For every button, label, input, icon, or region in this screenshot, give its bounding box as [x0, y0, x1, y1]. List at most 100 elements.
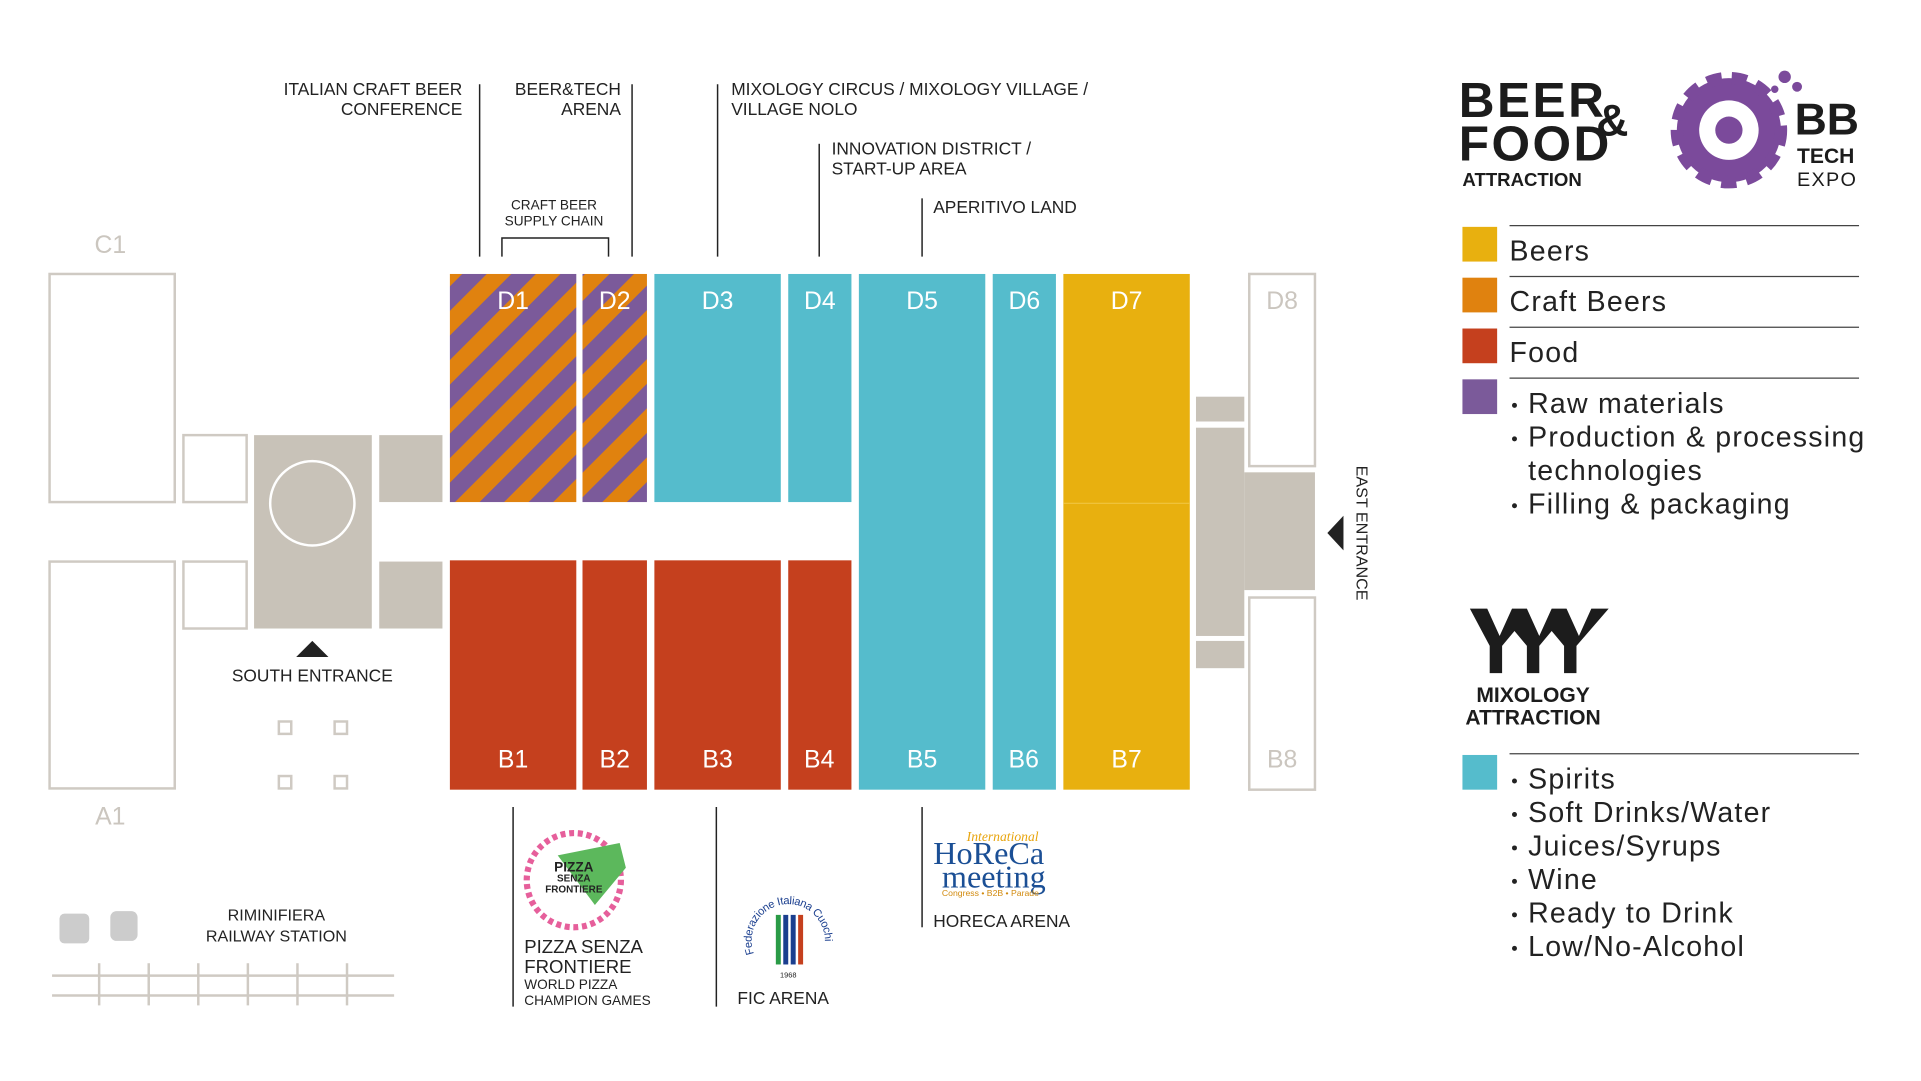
legend-label: Craft Beers: [1510, 286, 1668, 318]
hall: [449, 560, 577, 790]
east-hall: [1195, 396, 1245, 422]
annotation: CONFERENCE: [341, 99, 462, 119]
legend-item: Juices/Syrups: [1528, 830, 1721, 862]
annotation: BEER&TECH: [515, 79, 621, 99]
annotation: FIC ARENA: [737, 988, 829, 1008]
marker: [333, 720, 349, 736]
hall-label: B3: [702, 747, 732, 774]
hall-label: B1: [498, 747, 528, 774]
bullet: [1512, 503, 1517, 509]
connector: [379, 435, 443, 503]
pizza-logo-ring: [523, 829, 625, 931]
hall-label: D6: [1008, 288, 1040, 315]
annotation: ARENA: [561, 99, 621, 119]
entrance-arrow: [1327, 515, 1344, 551]
station-label: RAILWAY STATION: [206, 927, 347, 945]
hall: [582, 273, 647, 503]
bullet: [1512, 778, 1517, 784]
bullet: [1512, 436, 1517, 442]
horeca-logo-text: HoReCa: [933, 835, 1044, 871]
legend-swatch: [1462, 328, 1498, 364]
fic-stripe: [783, 914, 789, 965]
horeca-logo-text: meeting: [942, 859, 1046, 895]
annotation: CRAFT BEER: [511, 197, 597, 212]
logo-text: MIXOLOGY: [1476, 684, 1590, 707]
legend-swatch: [1462, 379, 1498, 415]
bullet: [1512, 878, 1517, 884]
hall-label: D2: [599, 288, 631, 315]
annotation: ITALIAN CRAFT BEER: [284, 79, 463, 99]
pizza-slice: [557, 842, 626, 905]
bullet: [1512, 945, 1517, 951]
legend-item: Raw materials: [1528, 388, 1725, 420]
hall-label: D5: [906, 288, 938, 315]
hall-label: B7: [1111, 747, 1141, 774]
hall: [48, 560, 176, 790]
logo-text: FOOD: [1459, 116, 1612, 172]
legend-swatch: [1462, 277, 1498, 313]
entrance-arrow: [296, 640, 329, 658]
bullet: [1512, 845, 1517, 851]
annotation: MIXOLOGY CIRCUS / MIXOLOGY VILLAGE /: [731, 79, 1088, 99]
annotation: SUPPLY CHAIN: [505, 213, 604, 228]
hall: [654, 273, 781, 503]
hall-label: B4: [804, 747, 835, 774]
hall: [1248, 272, 1317, 468]
legend-item: Wine: [1528, 864, 1598, 896]
bracket: [501, 237, 610, 257]
hall-label: B6: [1009, 747, 1039, 774]
logo-text: BEER: [1459, 72, 1607, 128]
hall: [1248, 596, 1317, 791]
hall: [1063, 273, 1190, 790]
rotunda: [268, 459, 356, 547]
legend-item: Spirits: [1528, 764, 1616, 796]
hall: [582, 560, 647, 790]
legend-item: Low/No-Alcohol: [1528, 931, 1745, 963]
fic-stripe: [798, 914, 804, 965]
hall: [449, 273, 577, 503]
legend-item: Soft Drinks/Water: [1528, 797, 1771, 829]
annotation: INNOVATION DISTRICT /: [832, 139, 1032, 159]
gear-dot: [1778, 70, 1791, 84]
bullet: [1512, 811, 1517, 817]
east-hall: [1195, 640, 1245, 669]
marker: [333, 774, 349, 790]
annotation: VILLAGE NOLO: [731, 99, 857, 119]
fic-stripe: [790, 914, 796, 965]
connector: [379, 561, 443, 629]
legend-swatch: [1462, 226, 1498, 262]
hall: [858, 273, 986, 790]
fic-stripe: [775, 914, 781, 965]
annotation: FRONTIERE: [524, 956, 631, 977]
logo-text: TECH: [1797, 145, 1854, 168]
mixology-mark: [1469, 608, 1609, 674]
pizza-logo-text: PIZZA: [554, 859, 594, 874]
bus-icon: [59, 913, 90, 944]
annotation: PIZZA SENZA: [524, 936, 643, 957]
marker: [277, 720, 293, 736]
legend-item: technologies: [1528, 455, 1703, 487]
train-icon: [110, 911, 138, 941]
annotation: HORECA ARENA: [933, 911, 1070, 931]
hall: [788, 560, 852, 790]
logo-text: EXPO: [1797, 169, 1857, 191]
legend-item: Ready to Drink: [1528, 897, 1734, 929]
bullet: [1512, 912, 1517, 918]
marker: [277, 774, 293, 790]
logo-text: ATTRACTION: [1465, 707, 1600, 730]
station-label: RIMINIFIERA: [228, 906, 326, 924]
gear-core: [1715, 116, 1743, 144]
annotation: APERITIVO LAND: [933, 197, 1077, 217]
logo-text: &: [1596, 97, 1628, 146]
east-hall: [1244, 472, 1315, 591]
legend-item: Filling & packaging: [1528, 488, 1791, 520]
service-block: [182, 560, 248, 630]
south-hall: [254, 435, 372, 629]
legend-item: Production & processing: [1528, 421, 1865, 453]
hall-label: C1: [94, 232, 126, 259]
annotation: CHAMPION GAMES: [524, 993, 650, 1008]
hall-label: D7: [1111, 288, 1143, 315]
horeca-logo-text: Congress • B2B • Parade: [942, 888, 1039, 898]
